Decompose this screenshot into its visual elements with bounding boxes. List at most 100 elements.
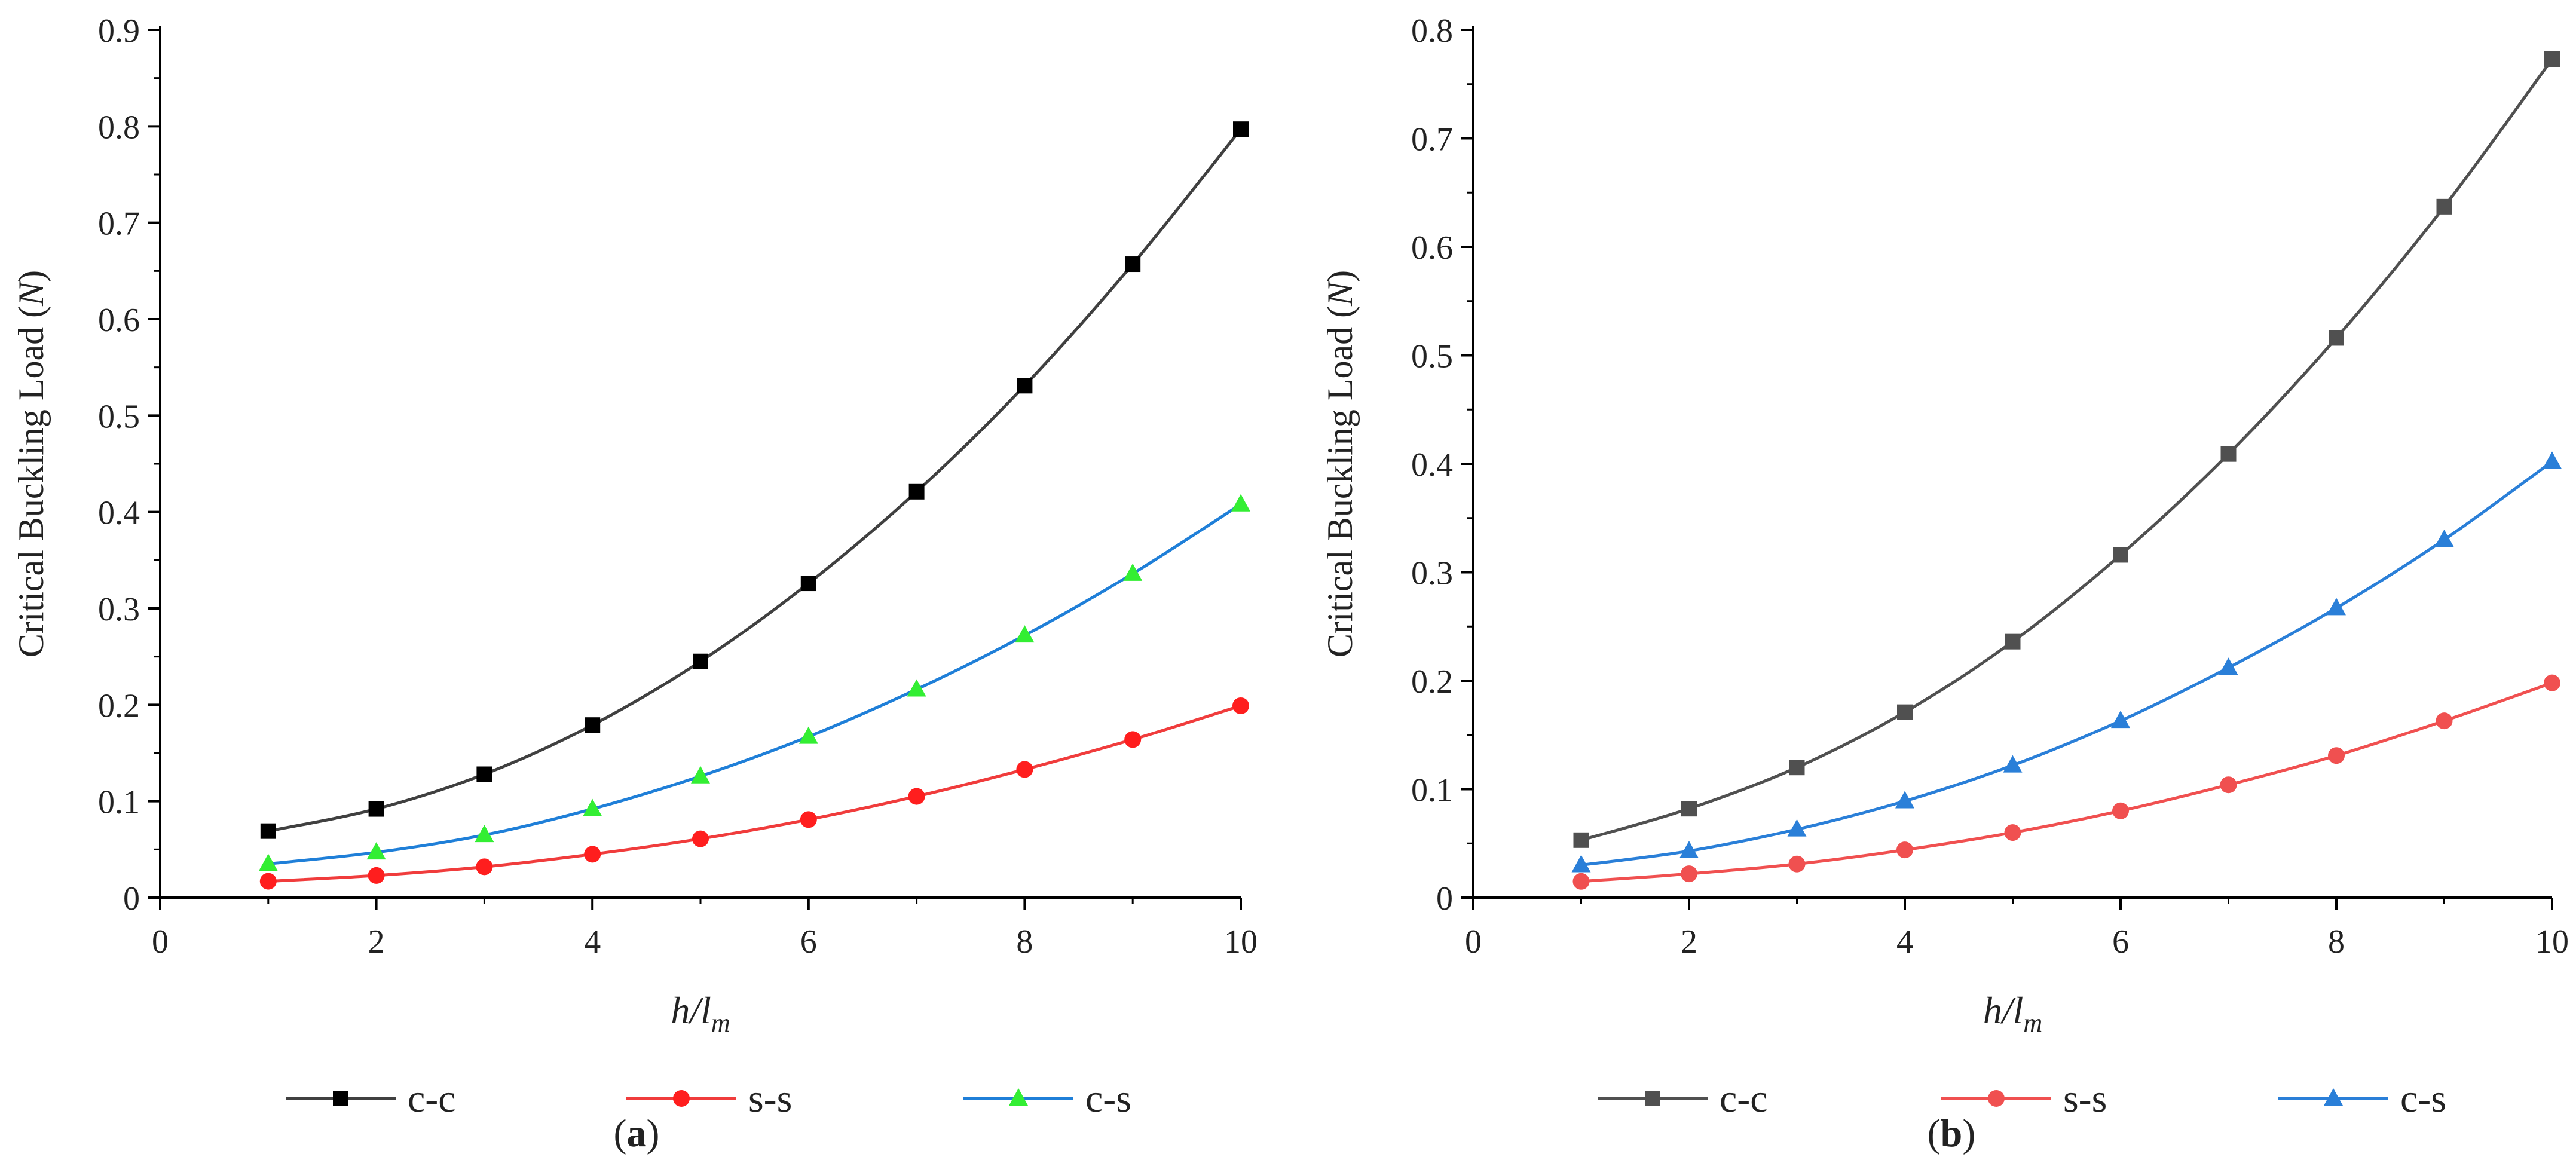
x-tick-label: 8 xyxy=(2328,923,2345,960)
data-point-c-c xyxy=(1233,121,1249,137)
data-point-s-s xyxy=(1681,865,1697,883)
y-tick-label: 0.2 xyxy=(98,687,140,724)
data-point-c-s xyxy=(2003,755,2023,773)
y-tick-label: 0.3 xyxy=(98,591,140,628)
x-tick-label: 6 xyxy=(2112,923,2129,960)
y-tick-label: 0 xyxy=(1436,880,1453,917)
data-point-c-c xyxy=(1681,801,1697,817)
x-axis-label-subscript: m xyxy=(711,1008,730,1037)
data-point-c-c xyxy=(476,766,492,782)
y-axis-label-unit: N xyxy=(11,280,51,307)
data-point-c-s xyxy=(1895,791,1914,809)
y-tick-label: 0.4 xyxy=(1411,446,1453,483)
legend-marker-c-c xyxy=(333,1091,348,1106)
y-tick-label: 0.8 xyxy=(1411,13,1453,50)
panel-label-letter: b xyxy=(1941,1112,1963,1155)
y-axis-label-text: ) xyxy=(1320,270,1360,282)
y-tick-label: 0.8 xyxy=(98,109,140,146)
data-point-s-s xyxy=(259,873,277,890)
data-point-c-s xyxy=(258,853,278,871)
panel-label-paren: ( xyxy=(1928,1112,1941,1155)
panel-label-letter: a xyxy=(627,1112,647,1155)
y-axis-label-text: ) xyxy=(11,270,51,282)
data-point-c-c xyxy=(2220,446,2237,462)
data-point-s-s xyxy=(692,830,709,847)
y-tick-label: 0.6 xyxy=(1411,229,1453,267)
y-tick-label: 0.5 xyxy=(98,398,140,435)
x-axis-label-subscript: m xyxy=(2023,1008,2042,1037)
chart-panel-b: 0 0.1 0.2 0.3 0.4 0.5 0.6 0.7 0.8 0 2 4 6 8 10 Critical… xyxy=(1320,13,2569,1155)
data-point-s-s xyxy=(1124,731,1142,748)
series-s-s xyxy=(259,697,1249,890)
data-point-c-s xyxy=(1015,625,1035,643)
data-point-c-c xyxy=(908,483,925,500)
x-tick-label: 4 xyxy=(584,923,601,960)
data-point-c-s xyxy=(907,679,926,697)
data-point-c-c xyxy=(368,801,384,817)
y-tick-label: 0.4 xyxy=(98,495,140,532)
data-point-s-s xyxy=(2220,776,2237,794)
data-point-c-c xyxy=(2544,51,2560,68)
panel-label-paren: ) xyxy=(647,1112,660,1155)
x-tick-label: 10 xyxy=(1224,923,1258,960)
y-tick-label: 0 xyxy=(123,880,140,917)
y-tick-label: 0.2 xyxy=(1411,663,1453,700)
series-line-c-c xyxy=(1580,58,2554,842)
y-axis-label: Critical Buckling Load (N) xyxy=(1320,270,1360,657)
y-axis-label-text: Critical Buckling Load ( xyxy=(11,306,51,657)
x-axis-label-text: h/l xyxy=(671,989,711,1032)
data-point-c-s xyxy=(2434,530,2454,547)
data-point-c-c xyxy=(585,717,601,733)
legend-label-c-s: c-s xyxy=(2400,1077,2446,1121)
x-tick-label: 4 xyxy=(1896,923,1913,960)
data-point-c-c xyxy=(800,576,816,592)
x-tick-label: 10 xyxy=(2535,923,2569,960)
data-point-c-s xyxy=(1679,840,1699,858)
data-point-s-s xyxy=(1788,855,1806,873)
data-point-c-s xyxy=(475,825,494,843)
data-point-c-c xyxy=(2113,547,2128,563)
series-line-s-s xyxy=(268,704,1241,883)
data-point-c-s xyxy=(583,798,602,816)
x-axis-label: h/lm xyxy=(1983,989,2042,1037)
data-point-c-s xyxy=(2111,711,2130,729)
y-tick-label: 0.9 xyxy=(98,13,140,50)
y-tick-label: 0.7 xyxy=(98,206,140,243)
data-point-c-s xyxy=(1787,819,1807,837)
y-tick-label: 0.1 xyxy=(98,784,140,821)
data-point-c-c xyxy=(260,823,276,839)
data-point-s-s xyxy=(2328,747,2345,764)
legend-marker-s-s xyxy=(673,1090,690,1107)
x-axis-label: h/lm xyxy=(671,989,730,1037)
data-point-s-s xyxy=(2004,824,2021,841)
data-point-c-c xyxy=(1017,378,1033,394)
data-point-s-s xyxy=(1572,873,1590,890)
legend-marker-c-c xyxy=(1645,1091,1660,1106)
data-point-c-c xyxy=(2329,330,2344,346)
legend-label-c-s: c-s xyxy=(1085,1077,1131,1121)
legend-label-s-s: s-s xyxy=(748,1077,792,1121)
y-tick-label: 0.5 xyxy=(1411,338,1453,375)
y-tick-label: 0.7 xyxy=(1411,121,1453,158)
data-point-s-s xyxy=(2112,802,2129,819)
data-point-c-s xyxy=(1571,855,1591,873)
legend-marker-c-s xyxy=(1009,1088,1028,1106)
y-axis-label: Critical Buckling Load (N) xyxy=(11,270,51,657)
data-point-s-s xyxy=(1232,697,1249,714)
x-tick-label: 8 xyxy=(1016,923,1033,960)
data-point-s-s xyxy=(476,858,493,876)
y-tick-label: 0.6 xyxy=(98,302,140,339)
panel-label-paren: ) xyxy=(1962,1112,1975,1155)
series-c-c xyxy=(1573,51,2560,848)
x-tick-label: 2 xyxy=(1681,923,1697,960)
data-point-c-s xyxy=(1123,563,1143,581)
x-tick-label: 0 xyxy=(152,923,169,960)
legend-label-s-s: s-s xyxy=(2063,1077,2107,1121)
x-tick-label: 2 xyxy=(368,923,385,960)
series-line-c-s xyxy=(1581,460,2553,867)
x-tick-label: 6 xyxy=(800,923,817,960)
y-tick-label: 0.3 xyxy=(1411,555,1453,592)
data-point-c-c xyxy=(2005,633,2021,650)
data-point-c-c xyxy=(693,653,708,669)
y-axis-label-unit: N xyxy=(1320,280,1360,307)
